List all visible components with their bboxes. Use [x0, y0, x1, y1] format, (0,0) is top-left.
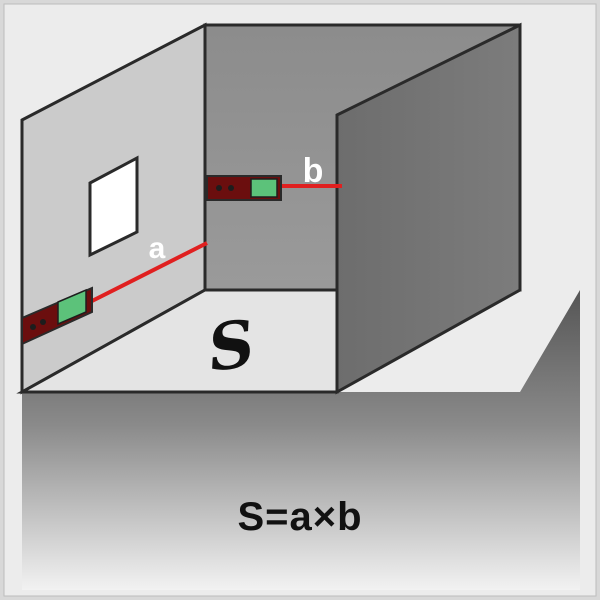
- right-wall: [335, 22, 522, 395]
- label-b: b: [303, 152, 324, 190]
- laser-meter-device-a: [21, 286, 93, 346]
- area-formula: S=a×b: [0, 495, 600, 540]
- formula-term-a: a: [289, 495, 313, 539]
- laser-beam-a: [89, 241, 208, 304]
- area-symbol: S: [203, 306, 259, 387]
- label-a: a: [149, 232, 166, 265]
- ground-slab: [22, 290, 580, 590]
- window: [88, 155, 139, 258]
- formula-lhs: S: [237, 495, 266, 539]
- formula-times-sign: ×: [312, 495, 338, 539]
- laser-meter-device-b: [206, 175, 282, 201]
- formula-term-b: b: [337, 495, 363, 539]
- formula-equals: =: [265, 495, 290, 539]
